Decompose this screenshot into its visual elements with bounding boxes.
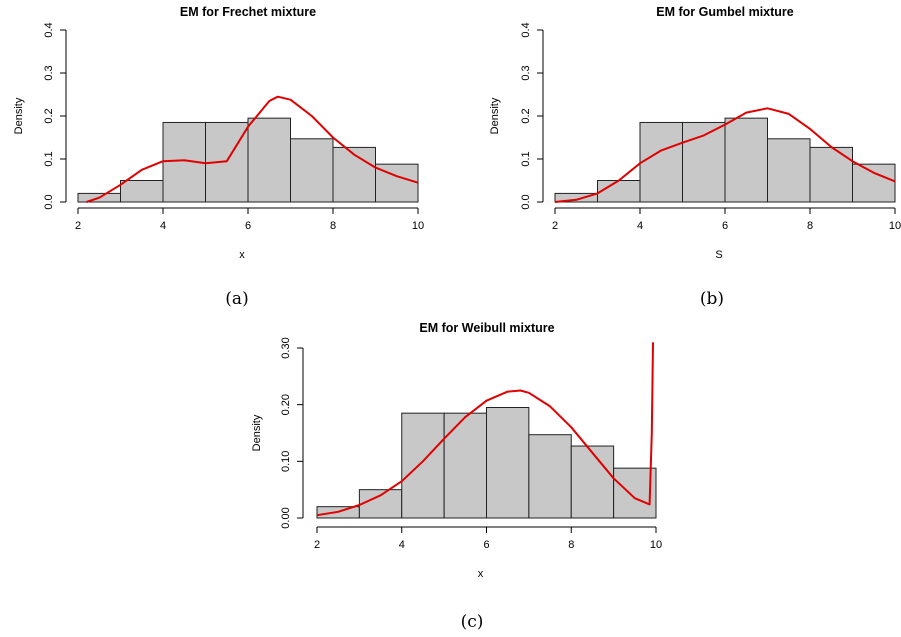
y-axis-label: Density bbox=[489, 97, 501, 134]
x-tick-label: 2 bbox=[75, 220, 81, 232]
histogram-bar bbox=[852, 163, 896, 203]
x-tick-label: 6 bbox=[245, 220, 251, 232]
y-tick-label: 0.3 bbox=[520, 65, 532, 80]
histogram-bar bbox=[639, 121, 683, 203]
histogram-bar bbox=[809, 146, 853, 203]
y-tick-label: 0.2 bbox=[43, 108, 55, 123]
y-tick-label: 0.0 bbox=[520, 194, 532, 209]
y-tick-label: 0.30 bbox=[280, 337, 292, 358]
chart-title: EM for Frechet mixture bbox=[180, 5, 316, 19]
caption-c: (c) bbox=[461, 612, 484, 632]
density-curve bbox=[554, 107, 896, 203]
y-tick-label: 0.2 bbox=[520, 108, 532, 123]
histogram-bar bbox=[401, 412, 445, 519]
histogram-bar bbox=[290, 138, 334, 203]
histogram-bar bbox=[120, 180, 164, 203]
y-tick-label: 0.1 bbox=[43, 151, 55, 166]
histogram-bar bbox=[597, 180, 641, 203]
x-tick-label: 10 bbox=[412, 220, 424, 232]
x-axis-label: S bbox=[715, 249, 722, 261]
x-axis-label: x bbox=[239, 249, 245, 261]
x-tick-label: 10 bbox=[650, 539, 662, 551]
histogram-bar bbox=[724, 117, 768, 203]
y-axis-label: Density bbox=[251, 414, 263, 451]
histogram-bar bbox=[767, 138, 811, 203]
y-tick-label: 0.4 bbox=[43, 22, 55, 37]
y-tick-label: 0.20 bbox=[280, 394, 292, 415]
x-tick-label: 8 bbox=[568, 539, 574, 551]
x-tick-label: 6 bbox=[722, 220, 728, 232]
panel-gumbel: EM for Gumbel mixture 2 4 6 8 10 0.0 0.1 0.2 0.3 0… bbox=[489, 5, 901, 261]
x-axis-label: x bbox=[478, 568, 484, 580]
histogram-bar bbox=[613, 467, 657, 519]
x-tick-label: 8 bbox=[807, 220, 813, 232]
caption-a: (a) bbox=[225, 289, 248, 309]
y-tick-label: 0.1 bbox=[520, 151, 532, 166]
histogram-bar bbox=[443, 412, 487, 519]
y-tick-label: 0.10 bbox=[280, 451, 292, 472]
chart-title: EM for Weibull mixture bbox=[419, 321, 554, 335]
histogram-bar bbox=[358, 489, 403, 519]
density-curve bbox=[86, 95, 419, 203]
x-tick-label: 2 bbox=[552, 220, 558, 232]
density-curve bbox=[316, 342, 654, 517]
panel-weibull: EM for Weibull mixture 2 4 6 8 10 0.00 0.10 0.20… bbox=[251, 321, 662, 580]
x-tick-label: 4 bbox=[399, 539, 405, 551]
x-tick-label: 2 bbox=[314, 539, 320, 551]
chart-title: EM for Gumbel mixture bbox=[656, 5, 794, 19]
y-tick-label: 0.4 bbox=[520, 22, 532, 37]
x-tick-label: 4 bbox=[637, 220, 643, 232]
x-tick-label: 4 bbox=[160, 220, 166, 232]
histogram-bar bbox=[570, 445, 615, 519]
histogram-bar bbox=[247, 117, 291, 203]
panel-frechet: EM for Frechet mixture 2 4 6 8 10 0.0 0.1 0.2 0.3… bbox=[13, 5, 424, 261]
x-tick-label: 8 bbox=[330, 220, 336, 232]
x-tick-label: 10 bbox=[889, 220, 901, 232]
y-axis-label: Density bbox=[13, 97, 25, 134]
y-tick-label: 0.00 bbox=[280, 507, 292, 528]
y-tick-label: 0.3 bbox=[43, 65, 55, 80]
histogram-bar bbox=[528, 434, 572, 519]
histogram-bar bbox=[486, 407, 530, 519]
y-tick-label: 0.0 bbox=[43, 194, 55, 209]
x-tick-label: 6 bbox=[483, 539, 489, 551]
caption-b: (b) bbox=[700, 289, 724, 309]
